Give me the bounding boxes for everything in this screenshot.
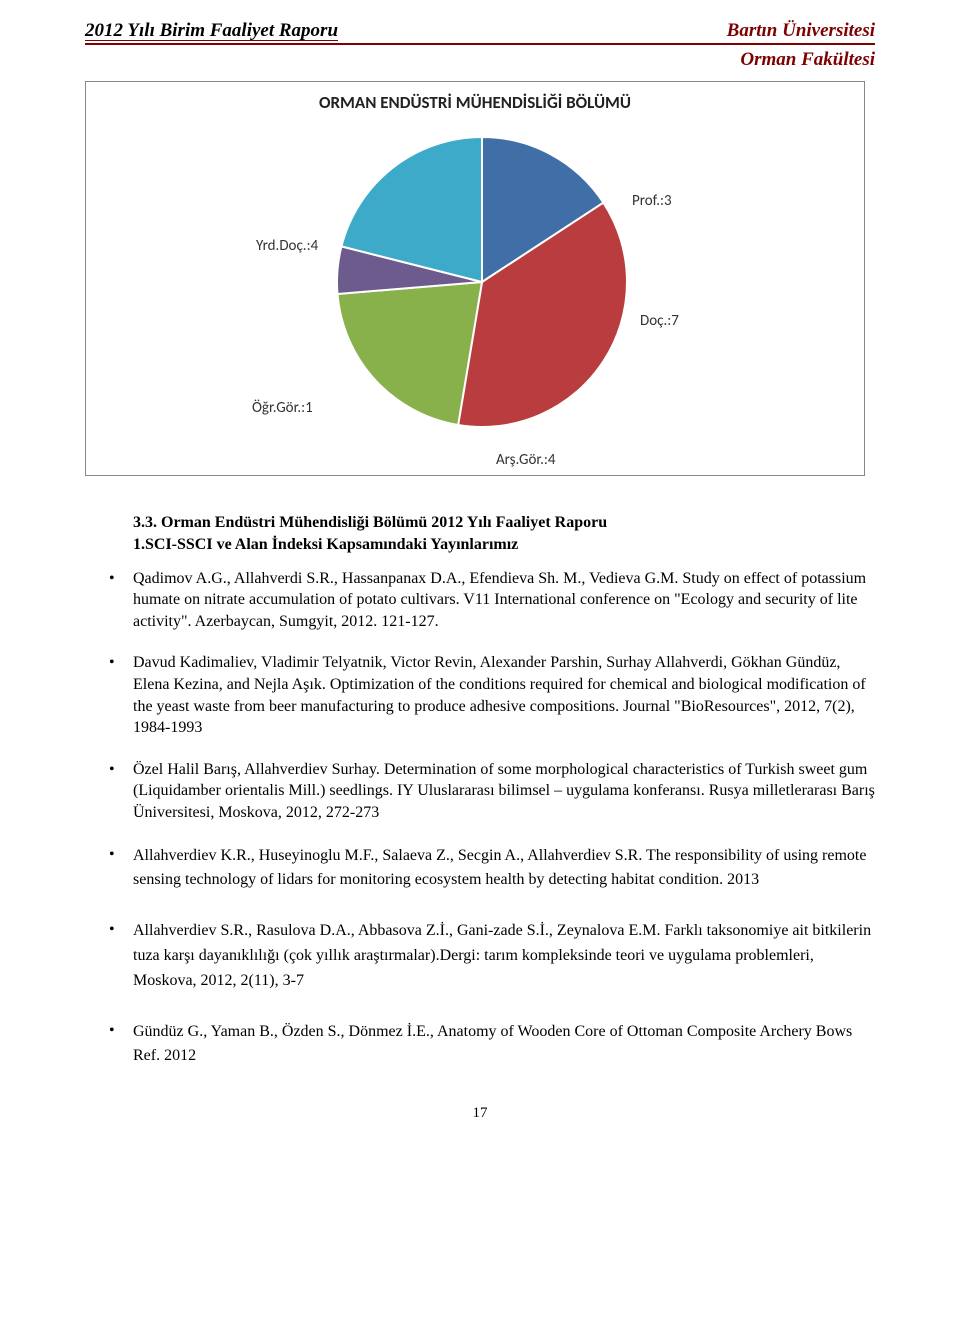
reference-item: Gündüz G., Yaman B., Özden S., Dönmez İ.… <box>85 1020 875 1070</box>
reference-item: Özel Halil Barış, Allahverdiev Surhay. D… <box>85 759 875 824</box>
page-header: 2012 Yılı Birim Faaliyet Raporu Bartın Ü… <box>85 20 875 45</box>
header-faculty-row: Orman Fakültesi <box>85 49 875 71</box>
subsection-heading: 1.SCI-SSCI ve Alan İndeksi Kapsamındaki … <box>133 536 875 554</box>
chart-container: ORMAN ENDÜSTRİ MÜHENDİSLİĞİ BÖLÜMÜ Prof.… <box>85 81 865 476</box>
chart-title: ORMAN ENDÜSTRİ MÜHENDİSLİĞİ BÖLÜMÜ <box>102 92 848 113</box>
header-university: Bartın Üniversitesi <box>727 20 875 41</box>
pie-slice-ars <box>337 282 482 425</box>
reference-item: Allahverdiev S.R., Rasulova D.A., Abbaso… <box>85 919 875 993</box>
header-faculty: Orman Fakültesi <box>740 49 875 70</box>
pie-label-prof: Prof.:3 <box>632 192 672 210</box>
reference-item: Allahverdiev K.R., Huseyinoglu M.F., Sal… <box>85 844 875 894</box>
section-heading: 3.3. Orman Endüstri Mühendisliği Bölümü … <box>133 512 875 534</box>
pie-label-ars: Arş.Gör.:4 <box>496 451 556 469</box>
reference-item: Davud Kadimaliev, Vladimir Telyatnik, Vi… <box>85 652 875 738</box>
header-left-title: 2012 Yılı Birim Faaliyet Raporu <box>85 20 338 42</box>
header-right: Bartın Üniversitesi <box>727 20 875 42</box>
pie-label-yrddoc: Yrd.Doç.:4 <box>256 237 318 255</box>
reference-list: Qadimov A.G., Allahverdi S.R., Hassanpan… <box>85 568 875 1070</box>
reference-item: Qadimov A.G., Allahverdi S.R., Hassanpan… <box>85 568 875 633</box>
page-number: 17 <box>85 1105 875 1122</box>
pie-label-doc: Doç.:7 <box>640 312 679 330</box>
pie-chart <box>337 137 627 427</box>
chart-area: Prof.:3Doç.:7Arş.Gör.:4Öğr.Gör.:1Yrd.Doç… <box>102 137 848 457</box>
pie-label-ogr: Öğr.Gör.:1 <box>252 399 313 417</box>
